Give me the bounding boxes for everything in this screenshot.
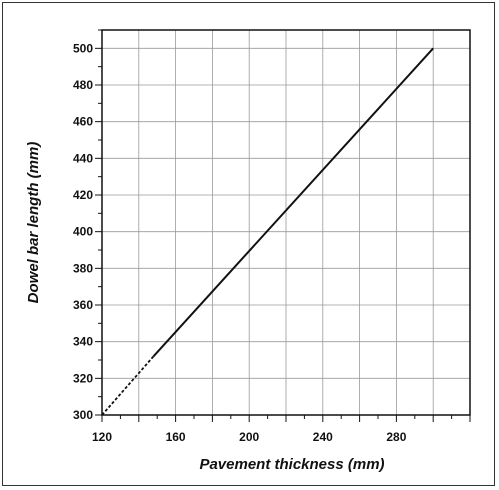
y-axis-label: Dowel bar length (mm) <box>25 142 42 304</box>
y-tick-label: 420 <box>73 188 93 202</box>
series-lines <box>101 47 434 416</box>
y-tick-label: 480 <box>73 78 93 92</box>
x-tick-label: 200 <box>239 430 259 444</box>
y-tick-label: 360 <box>73 298 93 312</box>
x-axis-label: Pavement thickness (mm) <box>199 456 384 473</box>
axis-ticks <box>95 29 471 422</box>
x-tick-label: 160 <box>166 430 186 444</box>
y-tick-label: 400 <box>73 225 93 239</box>
x-tick-label: 240 <box>313 430 333 444</box>
y-tick-label: 500 <box>73 41 93 55</box>
x-tick-label: 280 <box>386 430 406 444</box>
y-tick-label: 440 <box>73 151 93 165</box>
dashed-series-line <box>101 355 155 416</box>
y-tick-label: 380 <box>73 261 93 275</box>
y-tick-label: 460 <box>73 115 93 129</box>
tick-labels: 120 160 200 240 280 300 320 340 360 380 400 420 440 4… <box>73 41 407 444</box>
y-tick-label: 340 <box>73 335 93 349</box>
grid-lines <box>102 30 470 415</box>
x-tick-label: 120 <box>92 430 112 444</box>
y-tick-label: 320 <box>73 371 93 385</box>
solid-series-line <box>152 47 434 358</box>
chart-frame <box>2 2 495 486</box>
y-tick-label: 300 <box>73 408 93 422</box>
